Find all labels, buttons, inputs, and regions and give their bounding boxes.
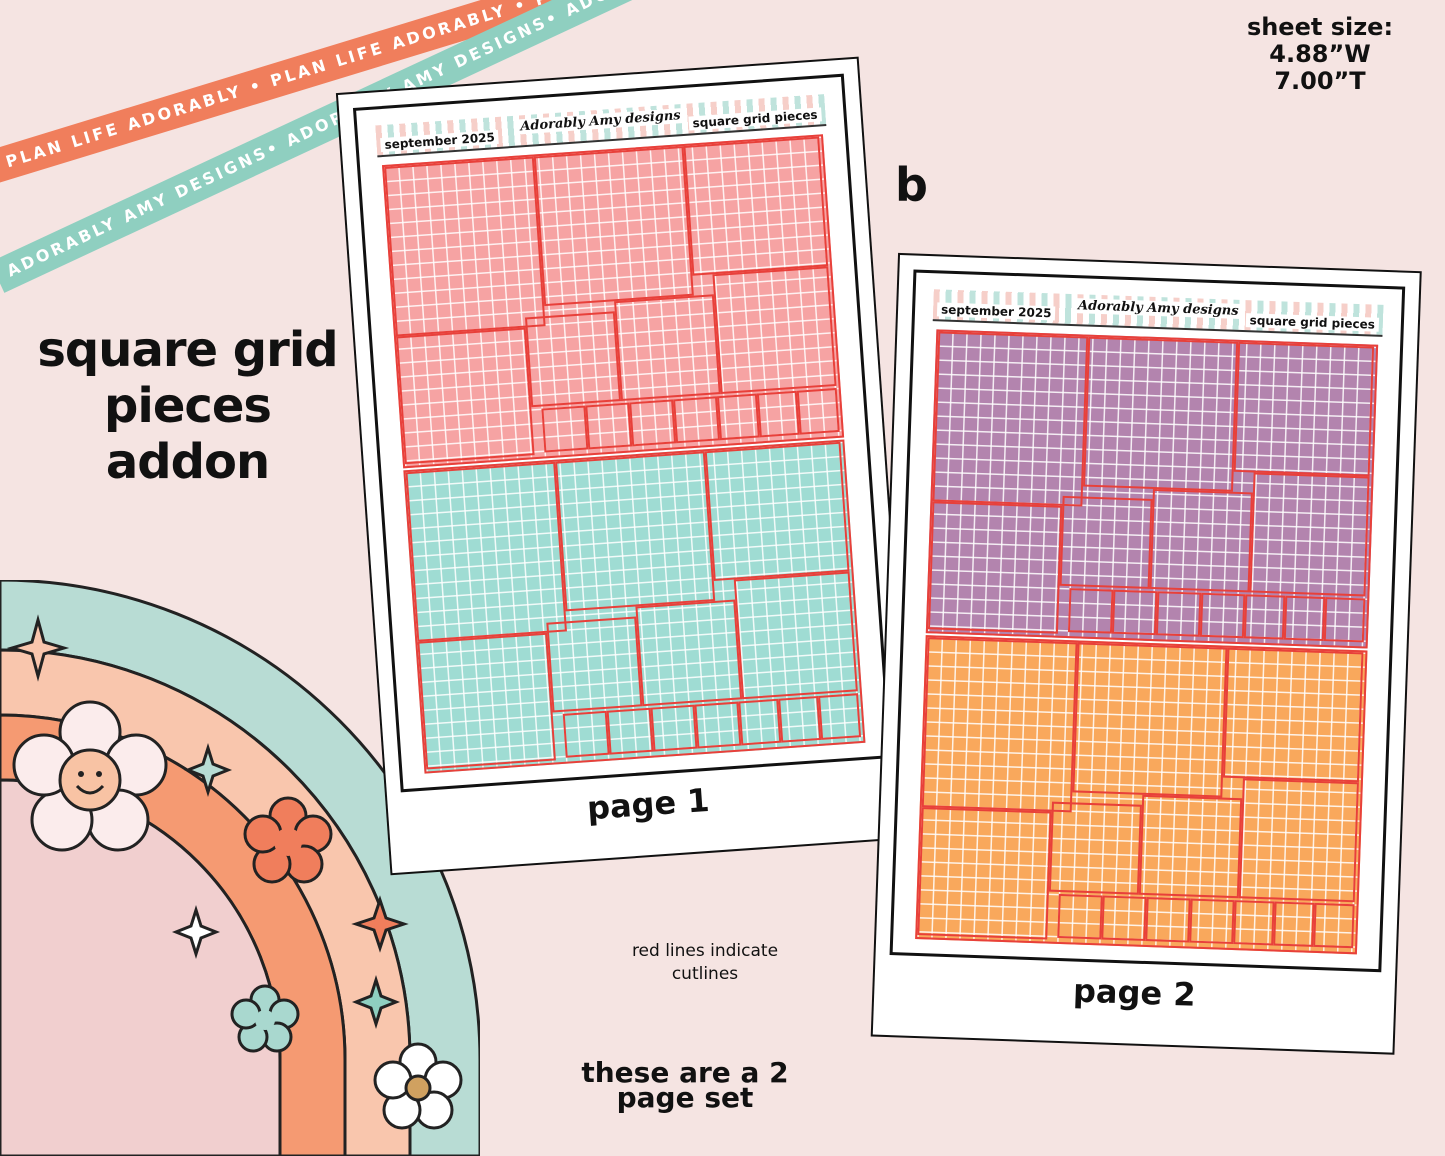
sheet-date: september 2025	[380, 129, 500, 153]
page-set-note-line-2: page set	[616, 1081, 754, 1114]
teal-grid-panel	[403, 439, 866, 774]
sparkle-icon	[351, 895, 409, 953]
daisy-icon	[373, 1042, 463, 1130]
sheet-size-height: 7.00”T	[1274, 67, 1366, 95]
variant-letter: b	[895, 158, 928, 212]
page-caption: page 2	[1072, 971, 1197, 1014]
sheet-size-width: 4.88”W	[1269, 40, 1371, 68]
sheet-frame: september 2025 Adorably Amy designs squa…	[889, 269, 1406, 973]
brand-logo: Adorably Amy designs	[1071, 298, 1245, 320]
orange-flower-icon	[243, 796, 333, 884]
title-line-1: square grid	[37, 322, 338, 378]
sheet-card-page-2: september 2025 Adorably Amy designs squa…	[872, 255, 1420, 1053]
purple-grid-panel	[925, 329, 1379, 649]
teal-flower-icon	[230, 984, 300, 1053]
brand-logo: Adorably Amy designs	[513, 107, 688, 135]
pink-grid-panel	[381, 134, 845, 469]
cutlines-note: red lines indicate cutlines	[600, 940, 810, 986]
sparkle-icon	[6, 614, 70, 682]
sheet-date: september 2025	[936, 302, 1056, 321]
sparkle-icon	[183, 742, 233, 798]
sheet-frame: september 2025 Adorably Amy designs squa…	[352, 73, 892, 793]
orange-grid-panel	[915, 635, 1368, 955]
sheet-size-info: sheet size: 4.88”W 7.00”T	[1225, 14, 1415, 95]
title-line-3: addon	[105, 434, 270, 490]
cutlines-note-line-2: cutlines	[671, 964, 739, 984]
page-set-note-line-1: these are a 2	[581, 1056, 789, 1089]
cutlines-note-line-1: red lines indicate	[631, 941, 779, 961]
sheet-name: square grid pieces	[1245, 313, 1380, 332]
title-line-2: pieces	[104, 378, 272, 434]
sparkle-icon	[171, 904, 221, 960]
sheet-card-page-1: september 2025 Adorably Amy designs squa…	[338, 58, 912, 874]
product-title: square grid pieces addon	[30, 322, 345, 490]
page-set-note: these are a 2 page set	[560, 1056, 810, 1114]
sparkle-icon	[351, 974, 401, 1030]
sheet-header: september 2025 Adorably Amy designs squa…	[932, 289, 1384, 337]
smiley-flower-icon	[12, 700, 168, 852]
sheet-size-label: sheet size:	[1246, 13, 1394, 41]
rainbow-illustration	[0, 580, 480, 1156]
sheet-name: square grid pieces	[688, 107, 823, 131]
